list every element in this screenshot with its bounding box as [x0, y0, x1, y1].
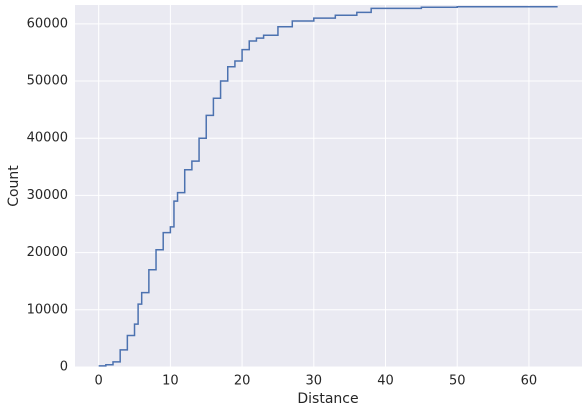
y-tick-label: 20000: [27, 245, 68, 260]
y-tick-label: 50000: [27, 74, 68, 89]
y-tick-label: 60000: [27, 16, 68, 31]
y-axis-label: Count: [6, 165, 22, 207]
x-axis-label: Distance: [297, 391, 358, 407]
x-tick-label: 50: [449, 374, 466, 389]
y-tick-label: 40000: [27, 131, 68, 146]
y-tick-label: 30000: [27, 188, 68, 203]
x-tick-label: 30: [306, 374, 323, 389]
y-tick-label: 10000: [27, 302, 68, 317]
y-tick-label: 0: [60, 360, 68, 375]
x-tick-label: 10: [162, 374, 179, 389]
x-tick-label: 20: [234, 374, 251, 389]
step-line: [98, 5, 558, 367]
x-tick-label: 60: [521, 374, 538, 389]
x-tick-label: 40: [377, 374, 394, 389]
plot-area: [75, 5, 582, 367]
x-tick-label: 0: [95, 374, 103, 389]
